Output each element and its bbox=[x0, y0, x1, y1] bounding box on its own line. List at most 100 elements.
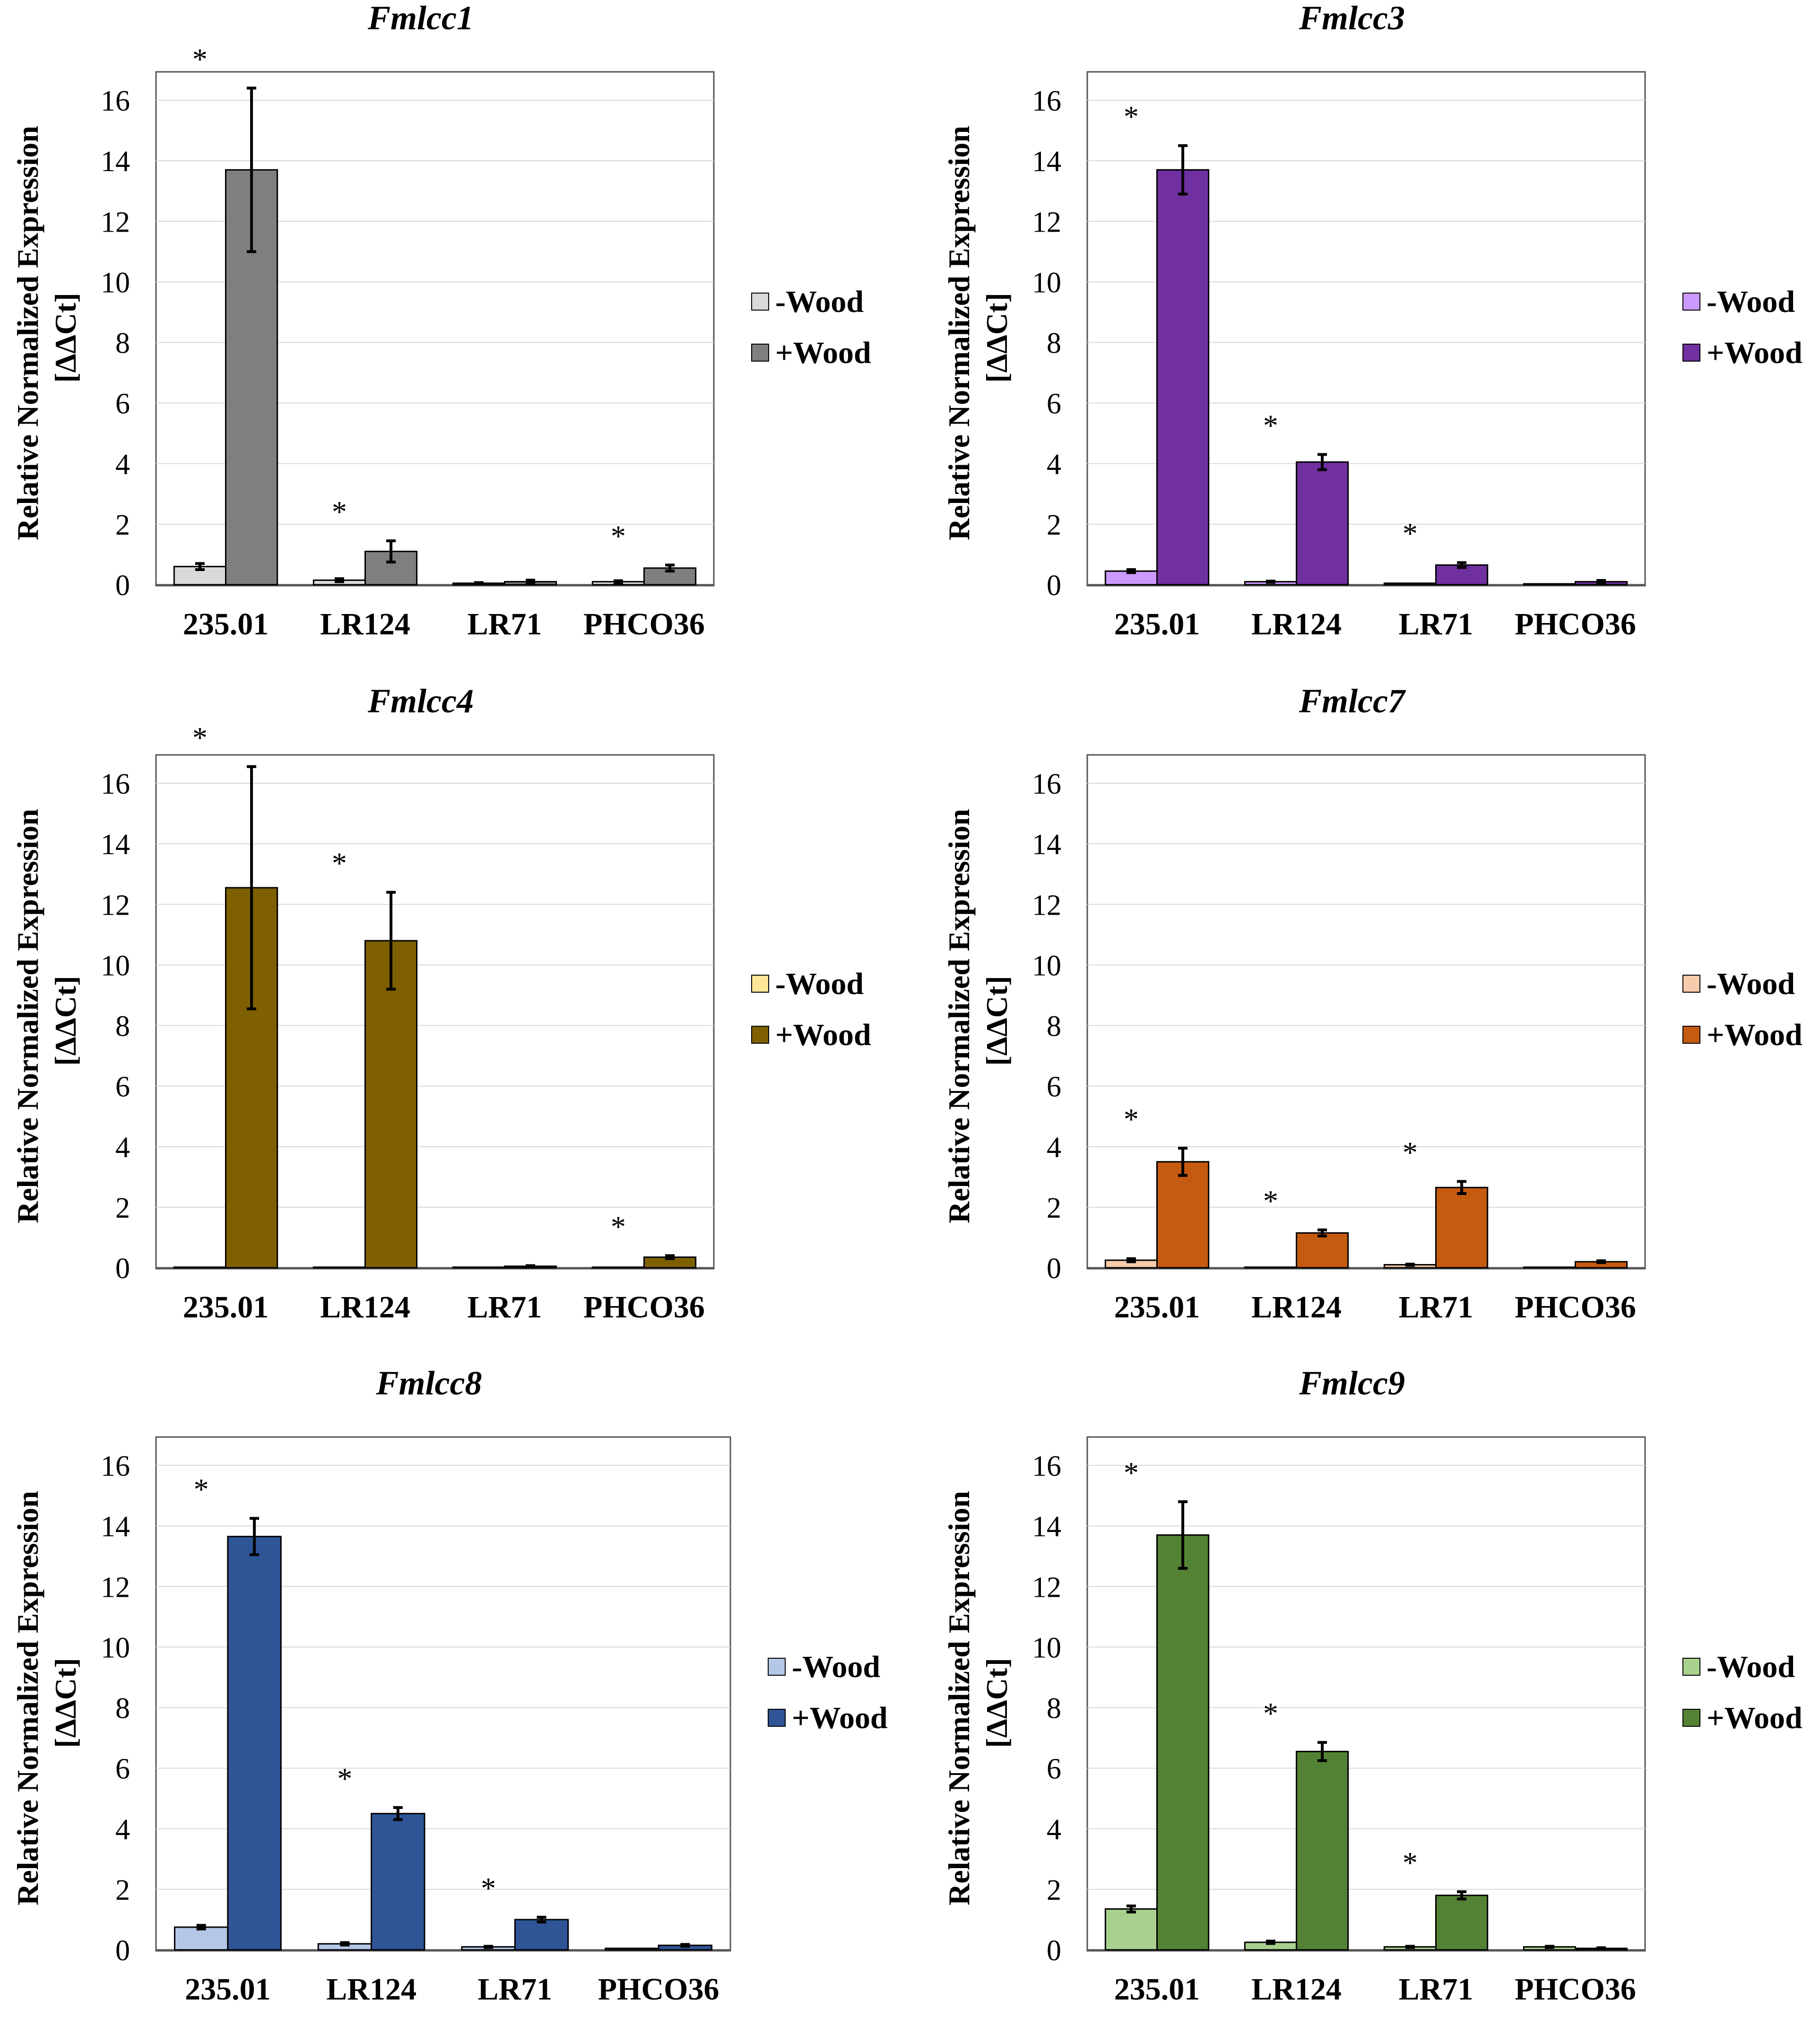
legend-label-plus-wood: +Wood bbox=[1707, 336, 1803, 370]
y-tick-label: 8 bbox=[115, 1011, 130, 1043]
chart-title: Fmlcc4 bbox=[367, 682, 474, 720]
y-tick-label: 14 bbox=[101, 1511, 130, 1543]
x-tick-label: PHCO36 bbox=[1515, 1290, 1636, 1324]
x-tick-label: LR124 bbox=[1251, 1290, 1342, 1324]
legend-swatch-plus-wood bbox=[1682, 1026, 1700, 1044]
x-tick-label: PHCO36 bbox=[1515, 1972, 1636, 2007]
y-tick-label: 16 bbox=[101, 1450, 130, 1482]
bar-plus-wood-235.01 bbox=[1156, 1161, 1210, 1269]
legend-label-minus-wood: -Wood bbox=[792, 1650, 880, 1684]
legend-label-minus-wood: -Wood bbox=[1707, 1650, 1795, 1684]
y-axis-label: Relative Normalized Expression bbox=[11, 126, 44, 540]
significance-marker: * bbox=[1263, 1697, 1278, 1730]
bar-plus-wood-lr124 bbox=[1296, 1750, 1349, 1951]
significance-marker: * bbox=[332, 847, 347, 880]
panel-fmlcc4: 0 2 4 6 8 10 12 14 16 Fmlcc4 Relative Normalized E… bbox=[11, 682, 871, 1324]
y-tick-label: 4 bbox=[1047, 449, 1061, 481]
bar-minus-wood-lr124 bbox=[1244, 1266, 1298, 1269]
significance-marker: * bbox=[337, 1762, 352, 1795]
y-tick-label: 4 bbox=[115, 449, 130, 481]
x-tick-label: 235.01 bbox=[1114, 1290, 1200, 1324]
bar-minus-wood-phco36 bbox=[1523, 583, 1577, 586]
y-tick-label: 10 bbox=[101, 267, 130, 299]
x-tick-label: LR71 bbox=[1399, 1972, 1473, 2007]
y-tick-label: 12 bbox=[1032, 1571, 1061, 1603]
significance-marker: * bbox=[1124, 1456, 1139, 1489]
y-tick-label: 6 bbox=[1047, 1753, 1061, 1785]
x-tick-label: LR124 bbox=[320, 607, 410, 641]
y-axis-label: Relative Normalized Expression bbox=[942, 126, 976, 540]
legend-swatch-plus-wood bbox=[768, 1709, 786, 1727]
y-tick-label: 6 bbox=[115, 388, 130, 420]
significance-marker: * bbox=[1403, 1846, 1418, 1879]
x-tick-label: 235.01 bbox=[1114, 1972, 1200, 2007]
legend-swatch-plus-wood bbox=[1682, 344, 1700, 362]
y-axis-label-units: [ΔΔCt] bbox=[980, 976, 1014, 1065]
x-tick-label: LR71 bbox=[468, 1290, 542, 1324]
y-tick-label: 12 bbox=[101, 1571, 130, 1603]
legend-label-minus-wood: -Wood bbox=[775, 967, 864, 1001]
y-tick-label: 0 bbox=[1047, 1253, 1061, 1285]
y-tick-label: 14 bbox=[1032, 829, 1061, 861]
y-tick-label: 6 bbox=[115, 1753, 130, 1785]
x-tick-label: LR124 bbox=[1251, 607, 1342, 641]
y-tick-label: 2 bbox=[115, 509, 130, 541]
legend-swatch-plus-wood bbox=[751, 1026, 769, 1044]
x-tick-label: PHCO36 bbox=[583, 1290, 705, 1324]
legend-label-plus-wood: +Wood bbox=[1707, 1018, 1803, 1052]
y-tick-label: 0 bbox=[115, 570, 130, 602]
y-tick-label: 8 bbox=[115, 1693, 130, 1725]
y-axis-label: Relative Normalized Expression bbox=[11, 809, 44, 1223]
panel-fmlcc7: 0 2 4 6 8 10 12 14 16 Fmlcc7 Relative Normalized E… bbox=[942, 682, 1803, 1324]
significance-marker: * bbox=[1263, 409, 1278, 442]
y-tick-label: 6 bbox=[1047, 388, 1061, 420]
x-tick-label: 235.01 bbox=[183, 1290, 269, 1324]
y-tick-label: 2 bbox=[115, 1192, 130, 1224]
legend-swatch-minus-wood bbox=[751, 293, 769, 311]
significance-marker: * bbox=[192, 42, 208, 76]
y-tick-label: 6 bbox=[115, 1071, 130, 1103]
significance-marker: * bbox=[1263, 1184, 1278, 1218]
y-axis-label-units: [ΔΔCt] bbox=[980, 293, 1014, 382]
x-tick-label: 235.01 bbox=[1114, 607, 1200, 641]
bar-minus-wood-235.01 bbox=[173, 1266, 227, 1269]
y-axis-label-units: [ΔΔCt] bbox=[49, 976, 82, 1065]
chart-title: Fmlcc1 bbox=[367, 0, 474, 37]
y-tick-label: 6 bbox=[1047, 1071, 1061, 1103]
x-tick-label: LR71 bbox=[468, 607, 542, 641]
chart-title: Fmlcc8 bbox=[376, 1364, 482, 1402]
x-tick-label: LR71 bbox=[478, 1972, 553, 2007]
legend-swatch-minus-wood bbox=[1682, 293, 1700, 311]
bar-plus-wood-235.01 bbox=[1156, 1534, 1210, 1951]
significance-marker: * bbox=[1403, 517, 1418, 550]
bar-minus-wood-lr71 bbox=[1383, 582, 1437, 586]
bar-minus-wood-235.01 bbox=[1104, 1908, 1158, 1951]
panel-fmlcc8: 0 2 4 6 8 10 12 14 16 Fmlcc8 Relative Normalized E… bbox=[11, 1364, 888, 2007]
significance-marker: * bbox=[1403, 1135, 1418, 1169]
panel-fmlcc9: 0 2 4 6 8 10 12 14 16 Fmlcc9 Relative Normalized E… bbox=[942, 1364, 1803, 2007]
y-tick-label: 14 bbox=[1032, 1511, 1061, 1543]
bar-plus-wood-235.01 bbox=[1156, 169, 1210, 586]
x-tick-label: LR71 bbox=[1399, 1290, 1473, 1324]
y-tick-label: 0 bbox=[115, 1935, 130, 1967]
bar-plus-wood-lr124 bbox=[1296, 461, 1349, 586]
panel-fmlcc3: 0 2 4 6 8 10 12 14 16 Fmlcc3 Relative Normalized E… bbox=[942, 0, 1803, 641]
significance-marker: * bbox=[192, 721, 208, 754]
y-tick-label: 10 bbox=[1032, 267, 1061, 299]
y-tick-label: 8 bbox=[115, 328, 130, 360]
y-tick-label: 2 bbox=[115, 1874, 130, 1906]
legend-swatch-minus-wood bbox=[768, 1658, 786, 1676]
y-tick-label: 0 bbox=[1047, 570, 1061, 602]
significance-marker: * bbox=[194, 1472, 209, 1506]
significance-marker: * bbox=[1124, 100, 1139, 133]
x-tick-label: 235.01 bbox=[183, 607, 269, 641]
y-tick-label: 12 bbox=[1032, 889, 1061, 921]
x-tick-label: PHCO36 bbox=[1515, 607, 1636, 641]
y-tick-label: 8 bbox=[1047, 1011, 1061, 1043]
legend-swatch-plus-wood bbox=[751, 344, 769, 362]
legend-swatch-minus-wood bbox=[1682, 1658, 1700, 1676]
y-tick-label: 2 bbox=[1047, 1874, 1061, 1906]
x-tick-label: LR124 bbox=[1251, 1972, 1342, 2007]
chart-title: Fmlcc7 bbox=[1299, 682, 1406, 720]
y-tick-label: 14 bbox=[101, 829, 130, 861]
